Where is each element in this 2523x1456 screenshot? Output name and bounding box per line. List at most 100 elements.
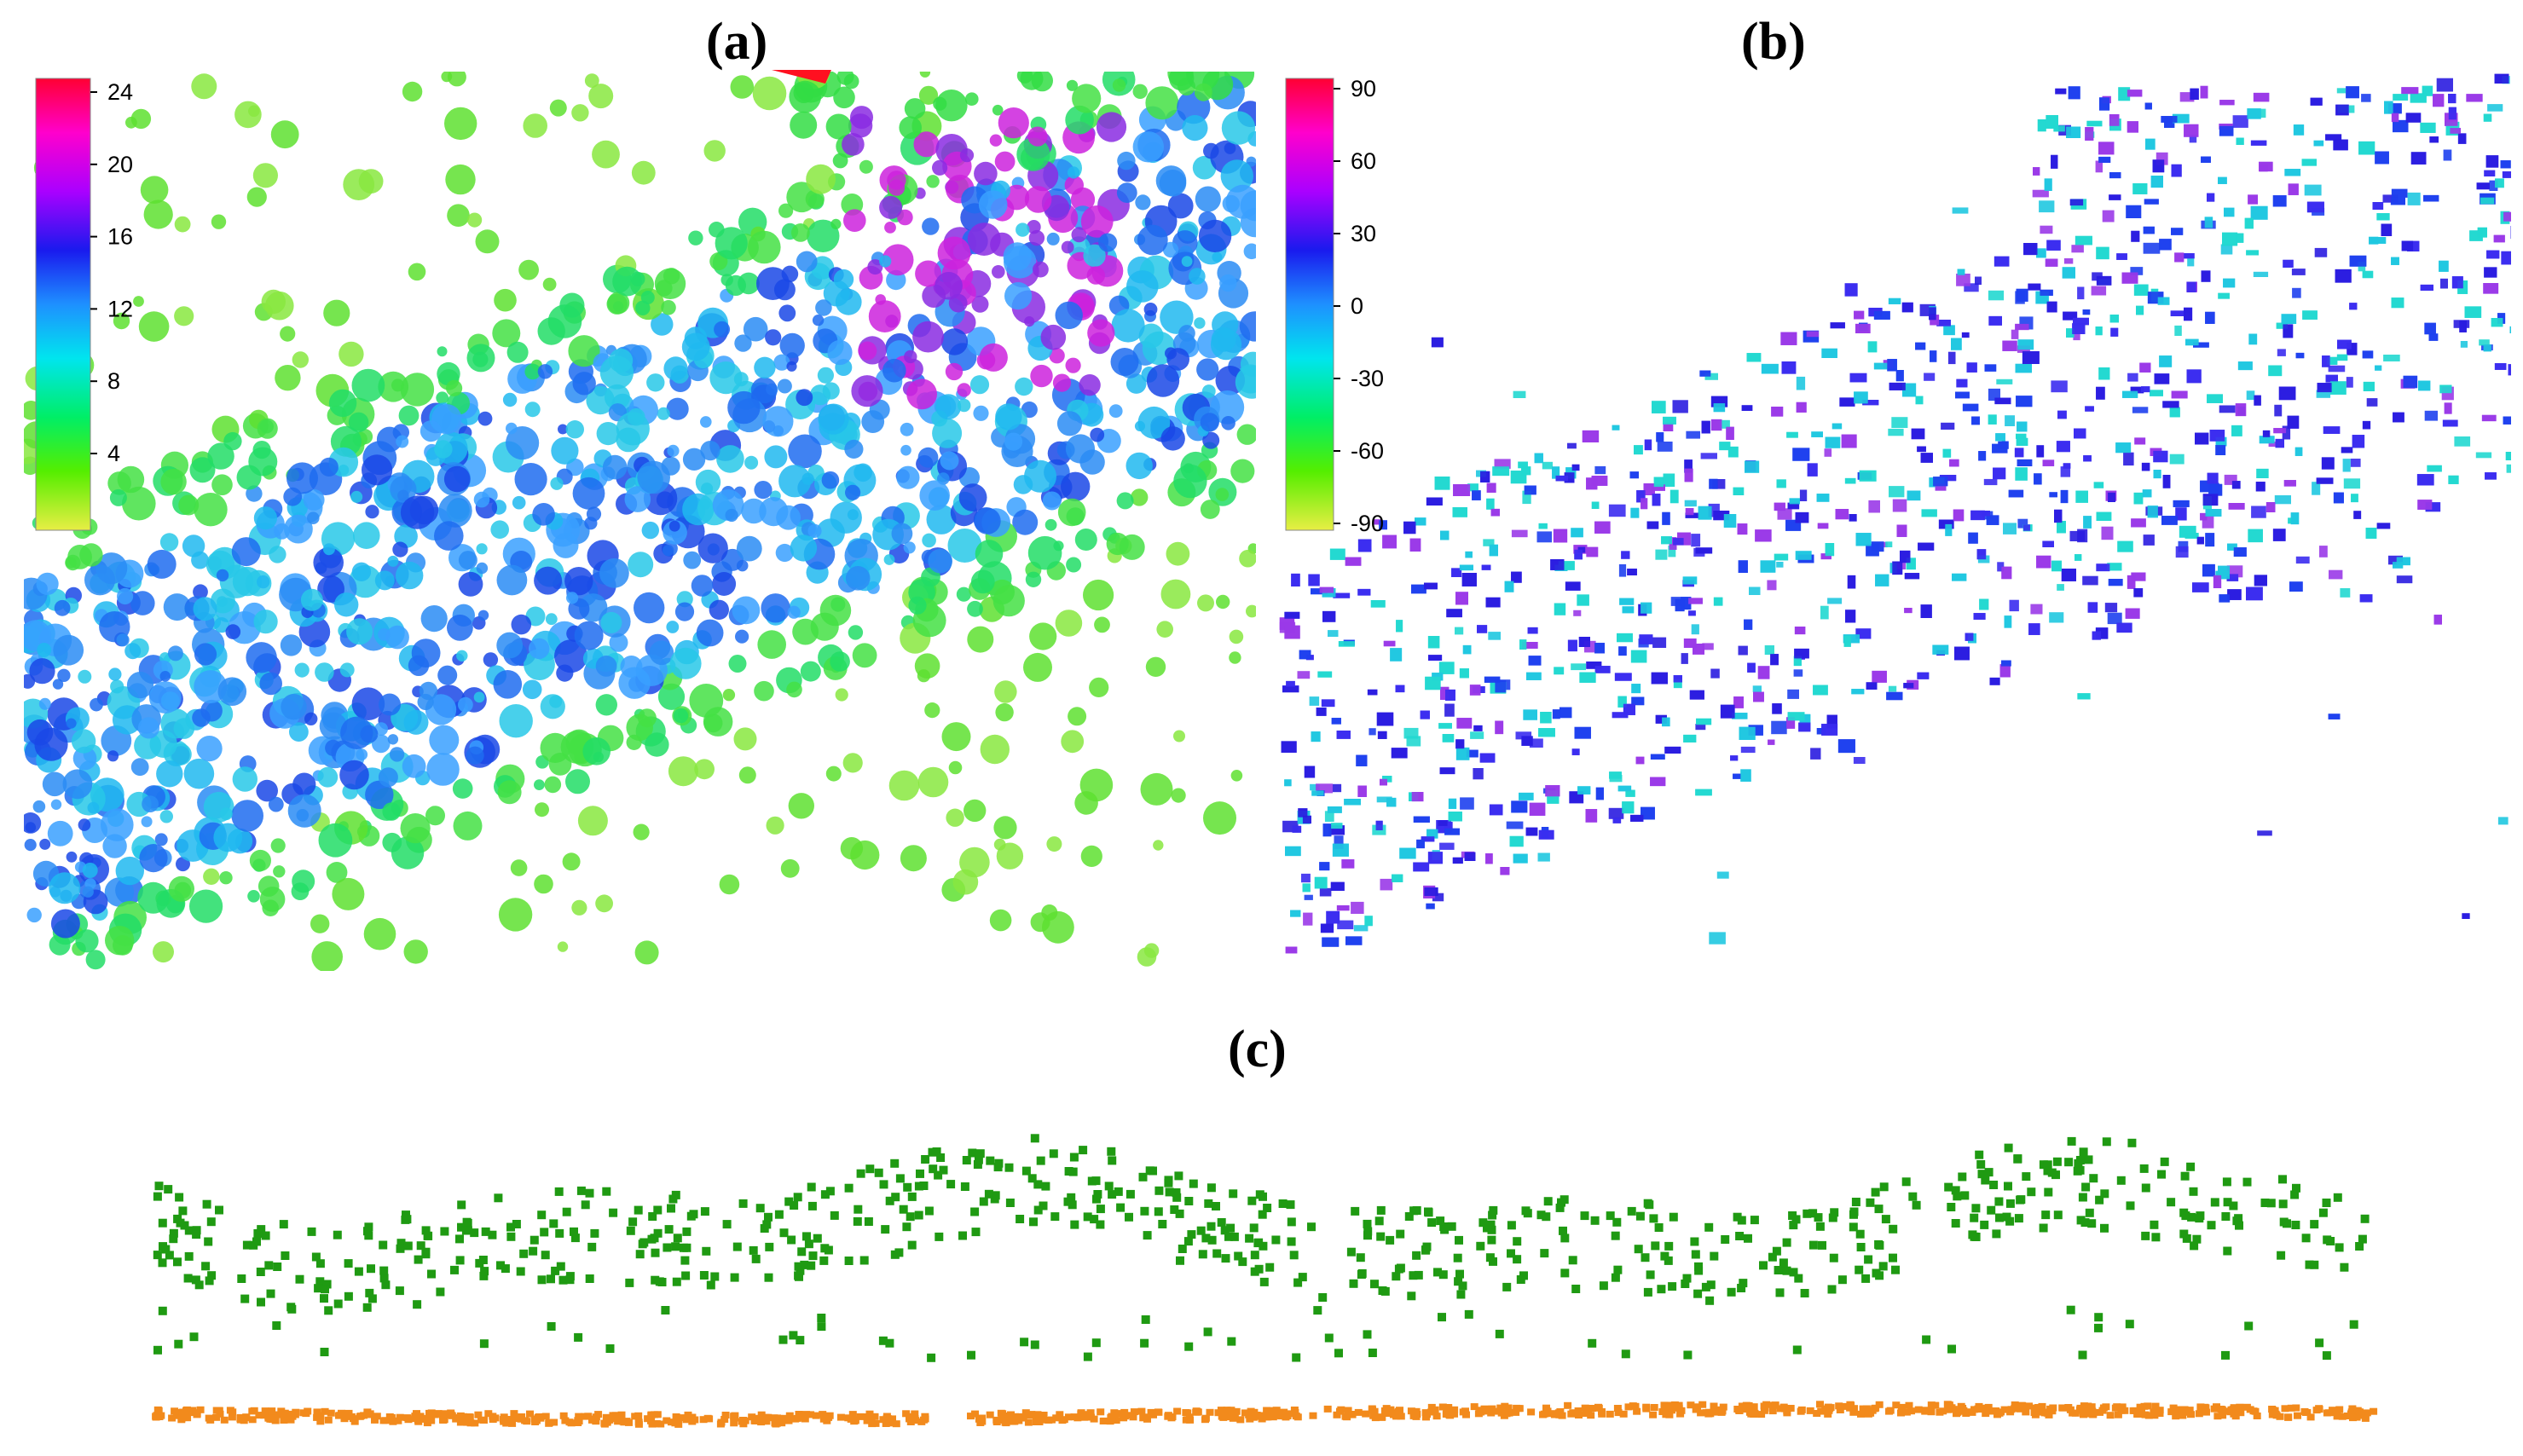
slope-speckle — [2152, 159, 2165, 173]
canopy-blob — [1049, 348, 1065, 364]
ground-point — [2201, 1408, 2209, 1416]
canopy-point — [1030, 1134, 1039, 1143]
canopy-point — [2186, 1162, 2196, 1171]
canopy-blob — [847, 509, 859, 521]
canopy-blob — [992, 585, 1025, 617]
canopy-point — [1172, 1188, 1181, 1197]
canopy-blob — [268, 796, 284, 812]
slope-speckle — [1506, 821, 1524, 829]
slope-speckle — [1519, 639, 1527, 650]
canopy-blob — [49, 933, 71, 956]
canopy-point — [1238, 1257, 1247, 1267]
canopy-blob — [54, 599, 71, 616]
ground-point — [2272, 1412, 2281, 1419]
canopy-point — [272, 1321, 281, 1330]
slope-speckle — [2325, 374, 2338, 383]
slope-speckle — [2147, 506, 2158, 518]
slope-speckle — [2125, 608, 2140, 619]
canopy-blob — [160, 708, 191, 739]
slope-speckle — [2202, 563, 2215, 577]
canopy-point — [1292, 1353, 1301, 1362]
slope-speckle — [2466, 94, 2483, 102]
canopy-blob — [833, 86, 855, 109]
canopy-point — [153, 1345, 162, 1355]
canopy-blob — [1137, 406, 1171, 439]
canopy-blob — [534, 566, 563, 595]
slope-speckle — [2425, 502, 2441, 512]
canopy-blob — [700, 441, 720, 461]
slope-speckle — [1285, 946, 1298, 954]
slope-speckle — [2246, 390, 2255, 401]
slope-speckle — [2207, 472, 2219, 484]
canopy-blob — [425, 806, 445, 826]
slope-speckle — [1511, 571, 1522, 583]
slope-speckle — [2030, 604, 2043, 615]
ground-point — [2185, 1407, 2194, 1414]
slope-speckle — [2448, 94, 2456, 104]
slope-speckle — [2017, 421, 2028, 432]
slope-speckle — [1634, 445, 1643, 455]
slope-speckle — [2255, 482, 2265, 492]
slope-speckle — [1617, 696, 1627, 708]
slope-speckle — [1988, 388, 2000, 402]
canopy-blob — [492, 319, 521, 348]
slope-speckle — [1591, 501, 1600, 509]
ground-point — [1897, 1409, 1905, 1417]
canopy-blob — [75, 929, 99, 953]
ground-point — [271, 1417, 280, 1424]
slope-speckle — [1825, 436, 1841, 448]
canopy-blob — [247, 890, 260, 903]
canopy-point — [2094, 1323, 2103, 1332]
slope-speckle — [2418, 380, 2431, 391]
slope-speckle — [1851, 689, 1865, 695]
canopy-blob — [1052, 373, 1072, 392]
slope-speckle — [1793, 669, 1803, 677]
slope-speckle — [2034, 473, 2042, 485]
slope-speckle — [2174, 325, 2182, 336]
ground-point — [373, 1413, 381, 1420]
slope-speckle — [1427, 852, 1443, 864]
canopy-point — [1108, 1190, 1117, 1199]
canopy-blob — [434, 440, 453, 459]
slope-speckle — [2205, 311, 2215, 324]
slope-speckle — [2290, 512, 2300, 525]
canopy-blob — [447, 72, 466, 87]
canopy-blob — [438, 494, 472, 528]
canopy-point — [749, 1245, 758, 1255]
canopy-point — [1789, 1268, 1798, 1277]
ground-point — [1015, 1417, 1023, 1424]
slope-speckle — [1411, 792, 1424, 802]
slope-speckle — [2314, 247, 2328, 257]
ground-point — [967, 1413, 975, 1420]
canopy-blob — [534, 779, 545, 790]
canopy-blob — [447, 615, 473, 641]
slope-speckle — [1311, 731, 1321, 742]
slope-speckle — [1792, 448, 1810, 461]
slope-speckle — [1903, 683, 1914, 689]
canopy-point — [295, 1274, 304, 1284]
canopy-blob — [917, 447, 939, 468]
slope-speckle — [1895, 370, 1904, 382]
canopy-blob — [159, 533, 179, 552]
colorbar-a-tick-label: 8 — [107, 368, 120, 394]
slope-speckle — [2032, 189, 2049, 198]
slope-speckle — [1319, 862, 1330, 871]
slope-speckle — [1955, 391, 1970, 399]
canopy-blob — [420, 605, 448, 633]
slope-speckle — [1650, 777, 1666, 787]
slope-speckle — [2393, 562, 2404, 569]
slope-speckle — [1571, 748, 1580, 755]
slope-speckle — [1968, 532, 1978, 544]
slope-speckle — [1813, 685, 1828, 696]
canopy-blob — [940, 451, 959, 471]
slope-speckle — [2051, 380, 2068, 393]
canopy-point — [1874, 1239, 1884, 1249]
slope-speckle — [1739, 726, 1756, 740]
slope-speckle — [1356, 754, 1368, 766]
slope-speckle — [2503, 211, 2511, 222]
canopy-blob — [66, 851, 78, 863]
canopy-point — [899, 1205, 908, 1214]
canopy-blob — [403, 709, 429, 735]
slope-speckle — [1855, 323, 1871, 333]
ground-point — [1347, 1411, 1356, 1418]
